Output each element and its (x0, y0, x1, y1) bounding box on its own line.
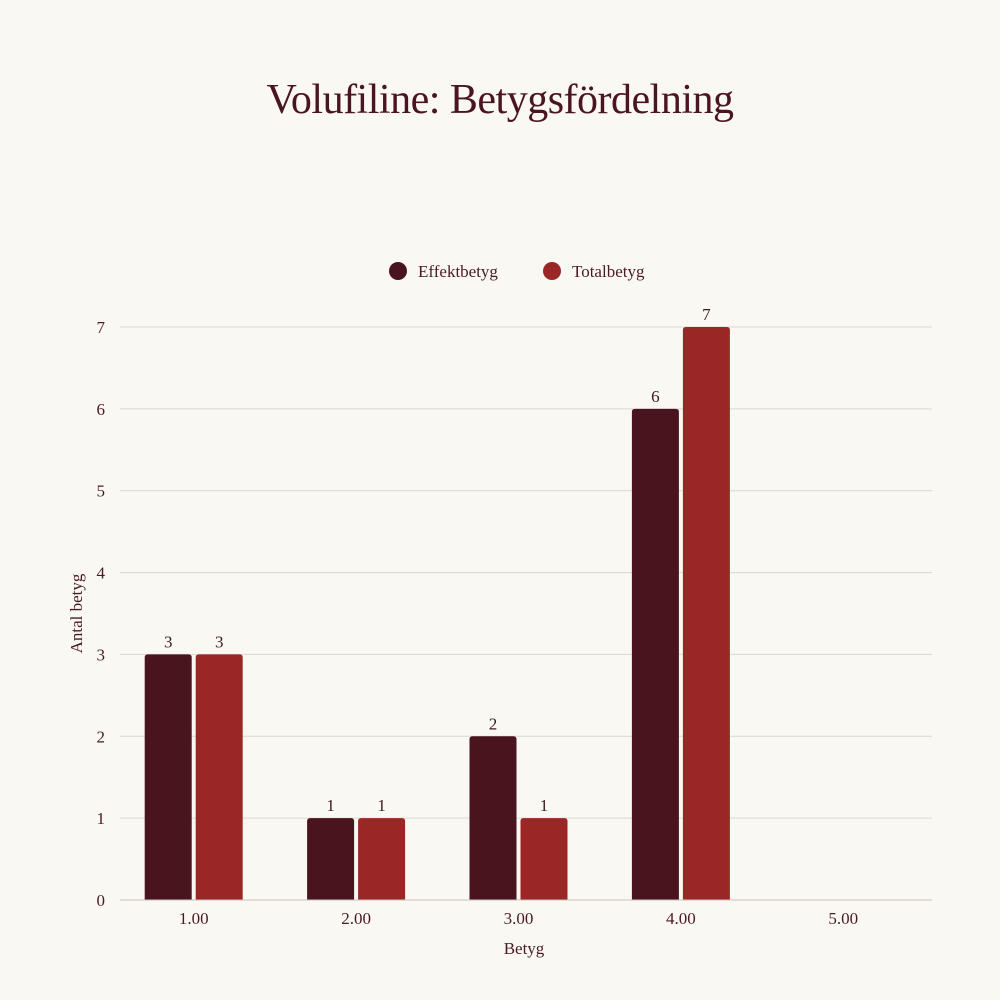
data-label: 6 (651, 387, 660, 406)
data-label: 2 (489, 714, 498, 733)
legend-label-totalbetyg: Totalbetyg (572, 262, 645, 281)
gridlines (120, 326, 932, 819)
x-axis-ticks: 1.00 2.00 3.00 4.00 5.00 (179, 909, 858, 928)
bar-totalbetyg-4.00 (682, 327, 730, 900)
data-label: 3 (215, 632, 224, 651)
x-axis-title: Betyg (504, 939, 545, 958)
y-axis-ticks: 0 1 2 3 4 5 6 7 (97, 318, 106, 910)
x-tick-label: 3.00 (504, 909, 534, 928)
chart-title: Volufiline: Betygsfördelning (266, 77, 734, 123)
bar-totalbetyg-2.00 (358, 818, 406, 900)
bar-effektbetyg-4.00 (631, 408, 679, 900)
y-tick-label: 4 (97, 564, 106, 583)
data-label: 1 (326, 796, 335, 815)
x-tick-label: 4.00 (666, 909, 696, 928)
data-label: 3 (164, 632, 173, 651)
data-label: 1 (540, 796, 549, 815)
legend-swatch-totalbetyg (543, 262, 561, 280)
bars (144, 327, 730, 900)
y-tick-label: 5 (97, 482, 106, 501)
data-label: 7 (702, 305, 711, 324)
y-tick-label: 2 (97, 727, 106, 746)
data-labels: 3 3 1 1 2 1 6 7 (164, 305, 711, 815)
x-tick-label: 5.00 (828, 909, 858, 928)
bar-effektbetyg-1.00 (144, 654, 192, 900)
y-tick-label: 1 (97, 809, 106, 828)
data-label: 1 (377, 796, 386, 815)
bar-totalbetyg-1.00 (195, 654, 243, 900)
legend-label-effektbetyg: Effektbetyg (418, 262, 498, 281)
y-tick-label: 7 (97, 318, 106, 337)
y-tick-label: 0 (97, 891, 106, 910)
y-tick-label: 3 (97, 645, 106, 664)
bar-totalbetyg-3.00 (520, 818, 568, 900)
x-tick-label: 2.00 (341, 909, 371, 928)
bar-effektbetyg-2.00 (307, 818, 355, 900)
y-axis-title: Antal betyg (67, 573, 86, 653)
legend-swatch-effektbetyg (389, 262, 407, 280)
bar-effektbetyg-3.00 (469, 736, 517, 900)
y-tick-label: 6 (97, 400, 106, 419)
legend: Effektbetyg Totalbetyg (389, 262, 645, 281)
x-tick-label: 1.00 (179, 909, 209, 928)
